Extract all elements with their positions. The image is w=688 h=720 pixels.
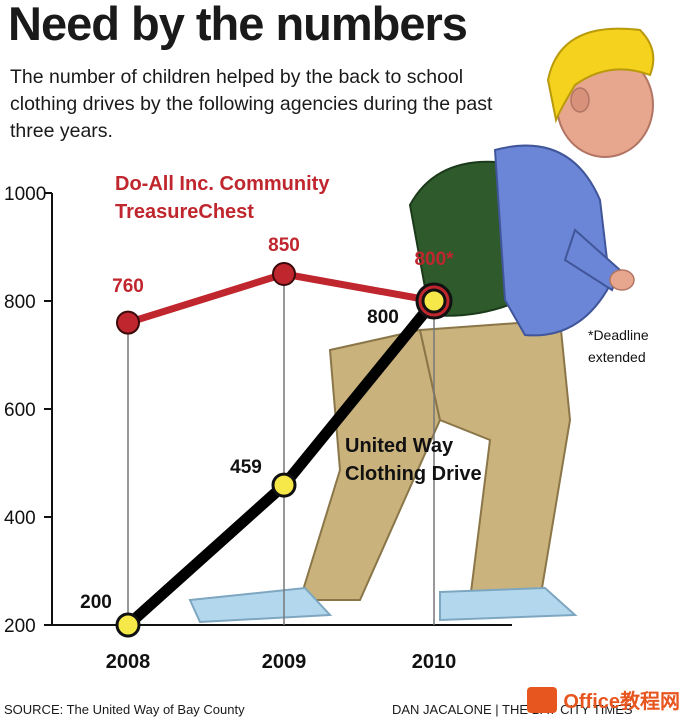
united-way-point (115, 612, 141, 638)
united-way-point (421, 288, 447, 314)
x-tick-label: 2009 (262, 651, 307, 673)
series-name-united-way: Clothing Drive (345, 463, 482, 485)
y-tick-label: 1000 (4, 184, 46, 205)
treasurechest-value-label: 850 (268, 235, 300, 256)
treasurechest-point (116, 310, 140, 335)
watermark-text: Office教程网 (563, 691, 680, 713)
treasurechest-value-label: 800* (414, 249, 454, 270)
annotation-deadline: *Deadline (588, 327, 649, 343)
page-subtitle: The number of children helped by the bac… (10, 66, 493, 142)
x-tick-label: 2008 (106, 651, 151, 673)
y-tick-label: 200 (4, 616, 36, 637)
series-name-united-way: United Way (345, 435, 454, 457)
united-way-value-label: 800 (367, 307, 399, 328)
united-way-point (271, 472, 297, 498)
illustration-boy (188, 27, 655, 624)
annotation-deadline: extended (588, 349, 646, 365)
united-way-value-label: 459 (230, 457, 262, 478)
treasurechest-value-label: 760 (112, 276, 144, 297)
united-way-value-label: 200 (80, 592, 112, 613)
office-logo-icon (527, 686, 558, 713)
chart-credit: DAN JACALONE | THE BAY CITY TIMES (392, 702, 633, 717)
chart-source: SOURCE: The United Way of Bay County (4, 702, 245, 717)
series-name-treasurechest: Do-All Inc. Community (115, 173, 330, 195)
y-tick-label: 800 (4, 292, 36, 313)
page-title: Need by the numbers (8, 0, 468, 50)
watermark: Office教程网 (527, 685, 680, 714)
series-name-treasurechest: TreasureChest (115, 201, 254, 223)
x-tick-label: 2010 (412, 651, 457, 673)
y-tick-label: 400 (4, 508, 36, 529)
y-tick-label: 600 (4, 400, 36, 421)
treasurechest-point (272, 262, 296, 286)
